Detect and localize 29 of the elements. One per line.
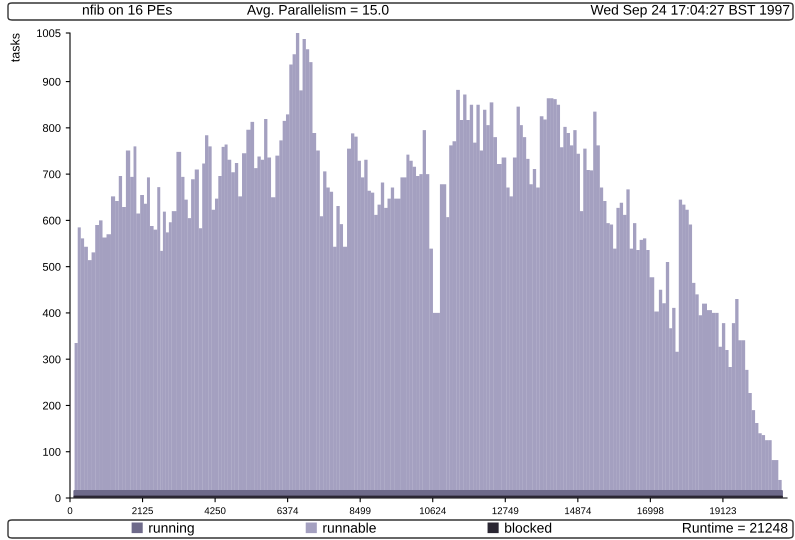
x-tick-label: 10624	[420, 507, 446, 514]
x-tick-label: 14874	[565, 507, 592, 514]
y-axis-title: tasks	[10, 33, 20, 62]
y-tick-label: 100	[43, 448, 61, 456]
y-tick-label: 700	[43, 170, 61, 178]
legend-label: runnable	[323, 522, 376, 533]
y-tick-label: 600	[43, 216, 61, 225]
legend-label: running	[149, 522, 194, 536]
chart-title: nfib on 16 PEs	[82, 4, 172, 15]
y-tick-label: 200	[42, 402, 61, 410]
y-tick-label: 500	[42, 262, 61, 271]
y-tick-label: 0	[55, 494, 61, 502]
x-tick-label: 8499	[350, 507, 371, 514]
x-tick-label: 19123	[710, 507, 736, 514]
x-tick-label: 4250	[204, 507, 226, 514]
x-tick-label: 2125	[132, 507, 153, 514]
y-tick-label: 300	[42, 355, 61, 364]
legend-label: blocked	[505, 522, 552, 533]
y-tick-label: 400	[42, 309, 61, 318]
x-tick-label: 12749	[492, 507, 518, 514]
x-tick-label: 6374	[277, 507, 298, 514]
text: Avg. Parallelism = 15.0	[246, 4, 389, 18]
text: Wed Sep 24 17:04:27 BST 1997	[590, 4, 790, 18]
text: Runtime = 21248	[682, 522, 788, 533]
y-tick-label: 1005	[37, 29, 61, 38]
y-tick-label: 800	[42, 124, 61, 132]
x-tick-label: 0	[68, 507, 72, 514]
x-tick-label: 16998	[638, 507, 664, 514]
y-tick-label: 900	[42, 78, 61, 86]
